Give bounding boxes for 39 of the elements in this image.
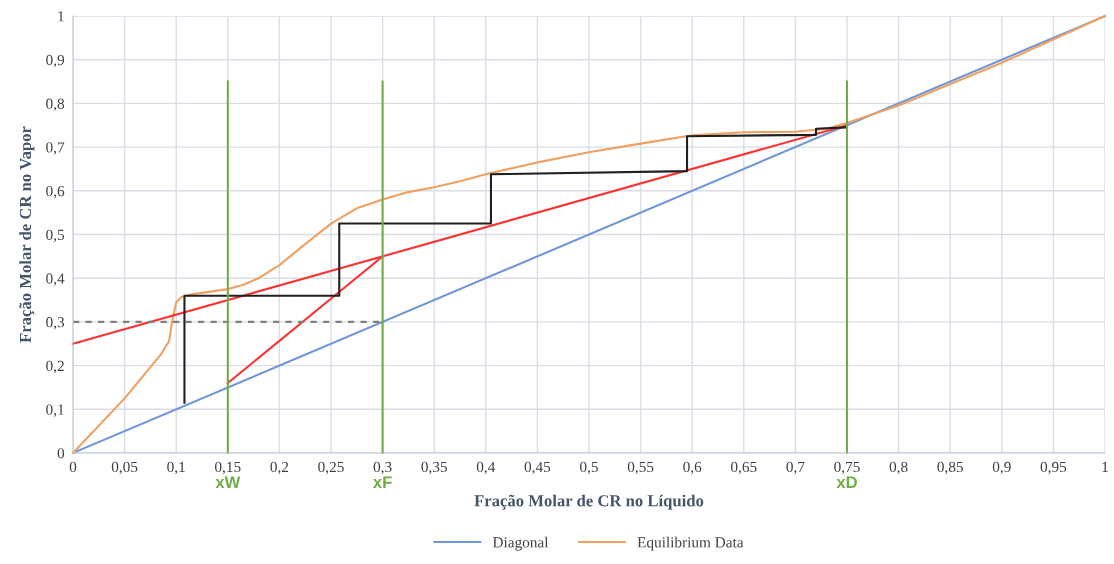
legend-label: Equilibrium Data [637,536,744,551]
x-tick-label: 0,5 [580,461,598,475]
y-tick-label: 0,4 [46,273,65,286]
series-label: xD [836,476,857,488]
x-tick-label: 0,1 [167,461,185,475]
x-tick-label: 0,6 [683,461,702,475]
y-tick-label: 0,1 [46,404,64,417]
y-tick-label: 0,5 [46,229,65,243]
x-tick-label: 0,35 [421,461,447,475]
y-tick-label: 0 [57,448,65,459]
x-tick-label: 0,85 [937,461,963,475]
x-tick-label: 0,15 [215,461,241,475]
x-tick-label: 1 [1102,461,1108,472]
x-tick-label: 0,65 [731,461,757,475]
series-label: xF [372,476,392,488]
y-axis-title: Fração Molar de CR no Vapor [19,126,35,343]
legend-label: Diagonal [492,536,549,551]
x-tick-label: 0,75 [834,461,860,475]
x-tick-label: 0,9 [992,461,1011,475]
x-tick-label: 0,05 [111,461,138,475]
y-tick-label: 0,6 [46,185,65,199]
x-tick-label: 0,8 [889,461,908,475]
y-tick-label: 1 [58,11,64,22]
x-tick-label: 0 [69,461,77,473]
x-tick-label: 0,95 [1040,461,1067,475]
x-axis-title: Fração Molar de CR no Líquido [474,494,704,510]
y-tick-label: 0,3 [46,317,65,330]
x-tick-label: 0,45 [524,461,551,475]
y-tick-label: 0,9 [46,54,65,68]
y-tick-label: 0,2 [46,360,64,374]
x-tick-label: 0,2 [270,461,289,475]
x-tick-label: 0,7 [786,461,805,475]
x-tick-label: 0,3 [373,461,392,475]
x-tick-label: 0,55 [627,461,654,475]
y-tick-label: 0,7 [46,142,65,155]
series-label: xW [215,476,241,488]
y-tick-label: 0,8 [46,98,65,112]
x-tick-label: 0,4 [476,461,496,475]
x-tick-label: 0,25 [318,461,344,475]
